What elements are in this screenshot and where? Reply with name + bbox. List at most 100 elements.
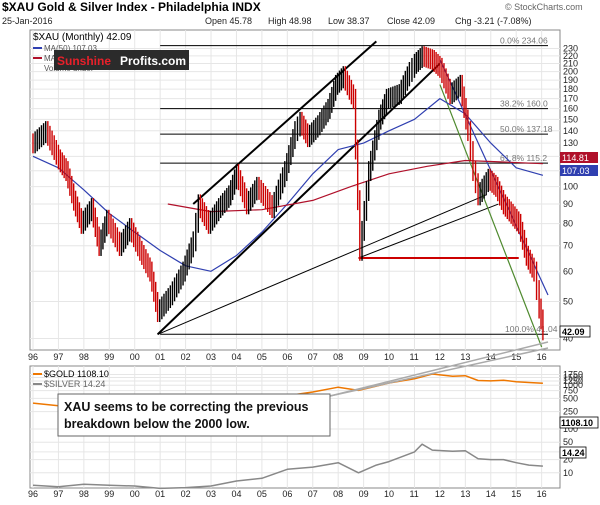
bottom-x-tick-label: 13 bbox=[460, 489, 470, 499]
svg-text:1108.10: 1108.10 bbox=[561, 418, 593, 428]
top-x-tick-label: 07 bbox=[308, 352, 318, 362]
bottom-y-tick-label: 1250 bbox=[563, 376, 583, 386]
svg-text:42.09: 42.09 bbox=[562, 327, 585, 337]
low-value: Low 38.37 bbox=[328, 16, 370, 26]
top-y-tick-label: 220 bbox=[563, 51, 578, 61]
top-x-tick-label: 01 bbox=[155, 352, 165, 362]
bottom-y-tick-label: 1000 bbox=[563, 380, 583, 390]
top-grid bbox=[30, 30, 560, 350]
top-x-tick-label: 97 bbox=[53, 352, 63, 362]
top-y-tick-label: 70 bbox=[563, 241, 573, 251]
logo-part2: Profits.com bbox=[120, 54, 186, 68]
end-tag-close: 42.09 bbox=[559, 325, 591, 338]
top-x-tick-label: 11 bbox=[409, 352, 418, 362]
bottom-x-tick-label: 98 bbox=[79, 489, 89, 499]
top-y-tick-label: 170 bbox=[563, 94, 578, 104]
long-support-line bbox=[157, 194, 486, 335]
bottom-x-tick-label: 14 bbox=[486, 489, 496, 499]
bottom-y-tick-label: 100 bbox=[563, 424, 578, 434]
bottom-x-tick-label: 00 bbox=[130, 489, 140, 499]
top-x-tick-label: 13 bbox=[460, 352, 470, 362]
top-y-tick-label: 100 bbox=[563, 182, 578, 192]
annotation-box bbox=[57, 393, 331, 437]
top-x-tick-label: 12 bbox=[435, 352, 445, 362]
ma200-line bbox=[167, 159, 543, 213]
annotation-line2: breakdown below the 2000 low. bbox=[64, 417, 250, 431]
top-series bbox=[32, 46, 544, 341]
top-y-tick-label: 200 bbox=[563, 67, 578, 77]
top-y-tick-label: 150 bbox=[563, 114, 578, 124]
top-x-tick-label: 08 bbox=[333, 352, 343, 362]
bottom-x-tick-label: 15 bbox=[511, 489, 521, 499]
close-value: Close 42.09 bbox=[387, 16, 435, 26]
secondary-support-line bbox=[358, 203, 499, 259]
high-value: High 48.98 bbox=[268, 16, 312, 26]
watermark: © StockCharts.com bbox=[505, 2, 583, 12]
fib-label: 38.2% 160.0 bbox=[500, 99, 548, 109]
top-x-tick-label: 05 bbox=[257, 352, 267, 362]
bottom-y-tick-label: 1500 bbox=[563, 372, 583, 382]
bottom-y-tick-label: 20 bbox=[563, 455, 573, 465]
top-y-tick-label: 40 bbox=[563, 333, 573, 343]
top-x-tick-label: 16 bbox=[537, 352, 547, 362]
bottom-x-tick-label: 02 bbox=[181, 489, 191, 499]
top-y-tick-label: 190 bbox=[563, 75, 578, 85]
bottom-y-tick-label: 750 bbox=[563, 386, 578, 396]
top-x-tick-label: 14 bbox=[486, 352, 496, 362]
bottom-x-tick-label: 03 bbox=[206, 489, 216, 499]
top-x-tick-label: 15 bbox=[511, 352, 521, 362]
bottom-x-tick-label: 96 bbox=[28, 489, 38, 499]
top-x-tick-label: 03 bbox=[206, 352, 216, 362]
top-x-tick-label: 00 bbox=[130, 352, 140, 362]
annotation-line1: XAU seems to be correcting the previous bbox=[64, 400, 309, 414]
top-panel-frame bbox=[29, 29, 561, 351]
ma50-line bbox=[32, 97, 544, 272]
top-x-tick-label: 99 bbox=[104, 352, 114, 362]
legend-ma50: MA(50) 107.03 bbox=[44, 44, 97, 53]
bottom-x-tick-label: 04 bbox=[231, 489, 241, 499]
top-x-ticks: 96 97 98 99 00 01 02 03 04 05 06 07 08 09 10 11 12 13 14 15… bbox=[28, 352, 547, 362]
bottom-x-tick-label: 99 bbox=[104, 489, 114, 499]
bottom-y-ticks: 102030501002505007501000125015001750 bbox=[563, 370, 583, 478]
svg-text:114.81: 114.81 bbox=[562, 153, 589, 163]
fib-label: 0.0% 234.06 bbox=[500, 36, 548, 46]
fib-label: 100.0% 41.04 bbox=[505, 324, 558, 334]
top-x-tick-label: 02 bbox=[181, 352, 191, 362]
bottom-y-tick-label: 1750 bbox=[563, 370, 583, 380]
top-x-tick-label: 98 bbox=[79, 352, 89, 362]
legend-xau: $XAU (Monthly) 42.09 bbox=[33, 32, 132, 43]
top-y-tick-label: 60 bbox=[563, 266, 573, 276]
bottom-x-tick-label: 16 bbox=[537, 489, 547, 499]
end-tag-silver: 14.24 bbox=[559, 446, 587, 459]
bottom-x-tick-label: 06 bbox=[282, 489, 292, 499]
end-tag-ma50: 107.03 bbox=[560, 165, 598, 176]
bottom-x-tick-label: 08 bbox=[333, 489, 343, 499]
top-x-tick-label: 96 bbox=[28, 352, 38, 362]
svg-text:107.03: 107.03 bbox=[562, 166, 590, 176]
top-y-ticks: 4050607080901001101201301401501601701801… bbox=[563, 43, 578, 343]
bottom-y-tick-label: 250 bbox=[563, 407, 578, 417]
bottom-x-tick-label: 10 bbox=[384, 489, 394, 499]
channel-lower-line bbox=[156, 62, 441, 336]
annotation-arrows bbox=[329, 341, 549, 397]
logo-box bbox=[54, 50, 189, 70]
legend-silver: $SILVER 14.24 bbox=[44, 379, 105, 389]
bottom-y-tick-label: 500 bbox=[563, 393, 578, 403]
top-y-tick-label: 230 bbox=[563, 43, 578, 53]
bottom-y-tick-label: 50 bbox=[563, 437, 573, 447]
bottom-y-tick-label: 10 bbox=[563, 468, 573, 478]
open-value: Open 45.78 bbox=[205, 16, 252, 26]
bottom-x-tick-label: 01 bbox=[155, 489, 165, 499]
top-x-tick-label: 10 bbox=[384, 352, 394, 362]
chart-date: 25-Jan-2016 bbox=[2, 16, 53, 26]
top-y-tick-label: 180 bbox=[563, 84, 578, 94]
top-y-tick-label: 160 bbox=[563, 104, 578, 114]
top-y-tick-label: 90 bbox=[563, 199, 573, 209]
svg-text:14.24: 14.24 bbox=[562, 448, 585, 458]
end-tag-gold: 1108.10 bbox=[559, 416, 599, 429]
bottom-x-tick-label: 05 bbox=[257, 489, 267, 499]
green-downtrend-line bbox=[439, 84, 543, 348]
top-y-tick-label: 50 bbox=[563, 296, 573, 306]
chart-title: $XAU Gold & Silver Index - Philadelphia … bbox=[2, 0, 261, 14]
